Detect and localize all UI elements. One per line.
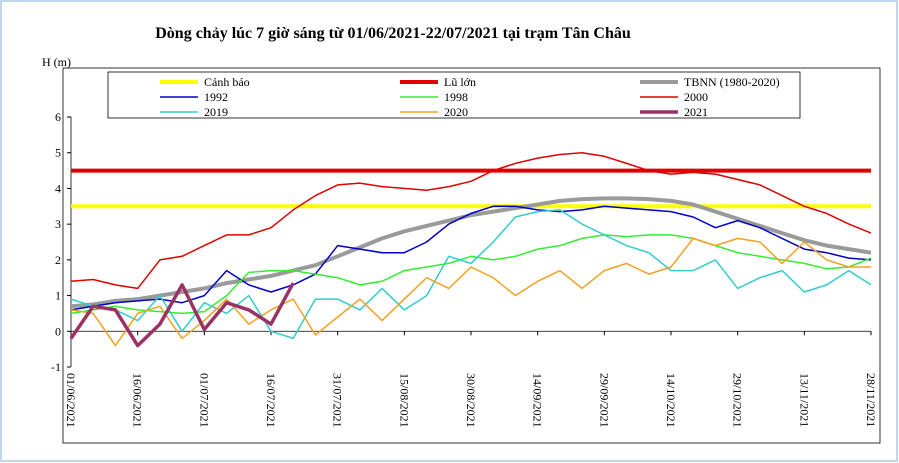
x-tick-label: 14/10/2021 — [664, 373, 678, 428]
y-tick-label: 4 — [55, 181, 61, 195]
y-tick-label: 5 — [55, 146, 61, 160]
x-tick-label: 01/07/2021 — [197, 373, 211, 428]
legend-label: Lũ lớn — [444, 75, 476, 89]
y-tick-label: 3 — [55, 217, 61, 231]
y-axis-label: H (m) — [42, 55, 71, 69]
legend-label: 2019 — [204, 105, 228, 119]
series-line — [70, 151, 872, 290]
y-tick-label: 2 — [55, 253, 61, 267]
legend-label: 1992 — [204, 90, 228, 104]
x-tick-label: 29/09/2021 — [597, 373, 611, 428]
y-tick-label: 0 — [55, 324, 61, 338]
y-tick-label: 6 — [55, 110, 61, 124]
x-tick-label: 31/07/2021 — [331, 373, 345, 428]
legend — [107, 71, 801, 119]
series-line — [70, 196, 872, 309]
x-tick-label: 16/06/2021 — [131, 373, 145, 428]
x-tick-label: 16/07/2021 — [264, 373, 278, 428]
legend-label: Cảnh báo — [204, 75, 250, 89]
series-line — [70, 234, 872, 315]
x-tick-label: 29/10/2021 — [731, 373, 745, 428]
x-tick-label: 28/11/2021 — [864, 373, 878, 427]
x-tick-label: 15/08/2021 — [397, 373, 411, 428]
legend-label: 2021 — [684, 105, 708, 119]
plot-frame — [62, 67, 881, 444]
x-tick-label: 14/09/2021 — [531, 373, 545, 428]
y-tick-label: -1 — [51, 360, 61, 374]
series-line — [70, 209, 872, 340]
x-tick-label: 30/08/2021 — [464, 373, 478, 428]
series-line — [70, 237, 871, 347]
legend-label: 2000 — [684, 90, 708, 104]
legend-label: TBNN (1980-2020) — [684, 75, 780, 89]
x-tick-label: 01/06/2021 — [64, 373, 78, 428]
y-tick-label: 1 — [55, 289, 61, 303]
legend-label: 2020 — [444, 105, 468, 119]
x-tick-label: 13/11/2021 — [797, 373, 811, 427]
chart-title: Dòng chảy lúc 7 giờ sáng từ 01/06/2021-2… — [155, 25, 631, 42]
series-line — [70, 205, 872, 311]
legend-label: 1998 — [444, 90, 468, 104]
series-line — [69, 282, 295, 348]
